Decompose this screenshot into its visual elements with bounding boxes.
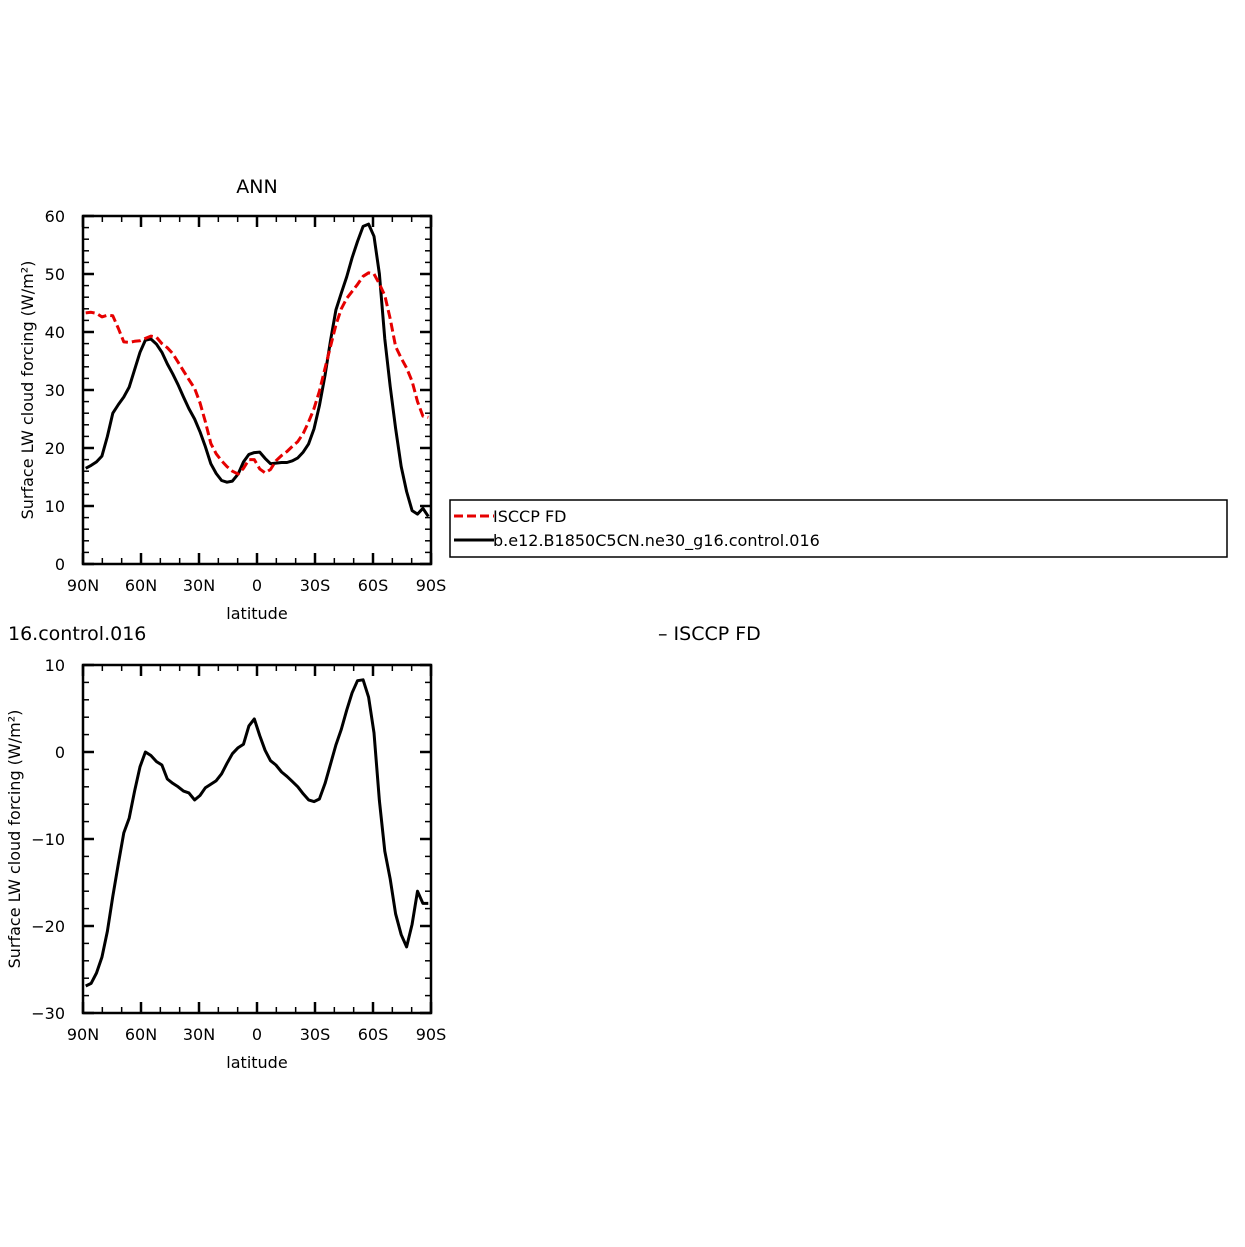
y-tick-label: 60 (45, 207, 65, 226)
y-tick-label: 30 (45, 381, 65, 400)
panel-2-title-left: 16.control.016 (8, 623, 146, 645)
panel-difference: 16.control.016 – ISCCP FD 90N 60N 30N 0 30S 6… (5, 623, 761, 1072)
panel-1-title: ANN (236, 176, 277, 198)
x-tick-label: 90N (67, 576, 99, 595)
series-line-model (85, 678, 429, 988)
legend-box (449, 499, 1228, 558)
y-tick-label: 50 (45, 265, 65, 284)
x-tick-label: 0 (252, 576, 262, 595)
legend: ISCCP FD b.e12.B1850C5CN.ne30_g16.contro… (449, 499, 1228, 558)
panel-2-title-right: – ISCCP FD (658, 623, 761, 645)
plot-frame (81, 663, 433, 1015)
y-tick-label: 20 (45, 439, 65, 458)
y-tick-label: 40 (45, 323, 65, 342)
x-tick-label: 60S (358, 576, 389, 595)
x-axis-label: latitude (226, 1053, 287, 1072)
x-tick-label: 30S (300, 1025, 331, 1044)
panel-annual-climatology: ANN 90N 60N 30N 0 30S 60S 90S 0 10 20 30 40 50 60 lat… (18, 176, 446, 623)
x-tick-label: 90S (416, 576, 447, 595)
series-line-model (84, 222, 430, 518)
y-tick-label: 10 (45, 497, 65, 516)
legend-label-model: b.e12.B1850C5CN.ne30_g16.control.016 (493, 531, 820, 551)
x-tick-label: 30N (183, 1025, 215, 1044)
y-axis-label: Surface LW cloud forcing (W/m²) (5, 710, 24, 969)
series-line-isccp (85, 271, 429, 476)
y-tick-label: 10 (45, 656, 65, 675)
y-tick-label: 0 (55, 743, 65, 762)
legend-label-isccp: ISCCP FD (493, 507, 566, 526)
x-tick-label: 60N (125, 1025, 157, 1044)
x-tick-label: 60N (125, 576, 157, 595)
y-tick-label: −10 (31, 830, 65, 849)
y-tick-label: −20 (31, 917, 65, 936)
y-tick-label: 0 (55, 555, 65, 574)
y-tick-label: −30 (31, 1004, 65, 1023)
x-axis-label: latitude (226, 604, 287, 623)
x-tick-label: 0 (252, 1025, 262, 1044)
x-tick-label: 90S (416, 1025, 447, 1044)
x-tick-label: 30S (300, 576, 331, 595)
y-axis-label: Surface LW cloud forcing (W/m²) (18, 261, 37, 520)
x-tick-label: 30N (183, 576, 215, 595)
x-tick-label: 90N (67, 1025, 99, 1044)
x-tick-label: 60S (358, 1025, 389, 1044)
